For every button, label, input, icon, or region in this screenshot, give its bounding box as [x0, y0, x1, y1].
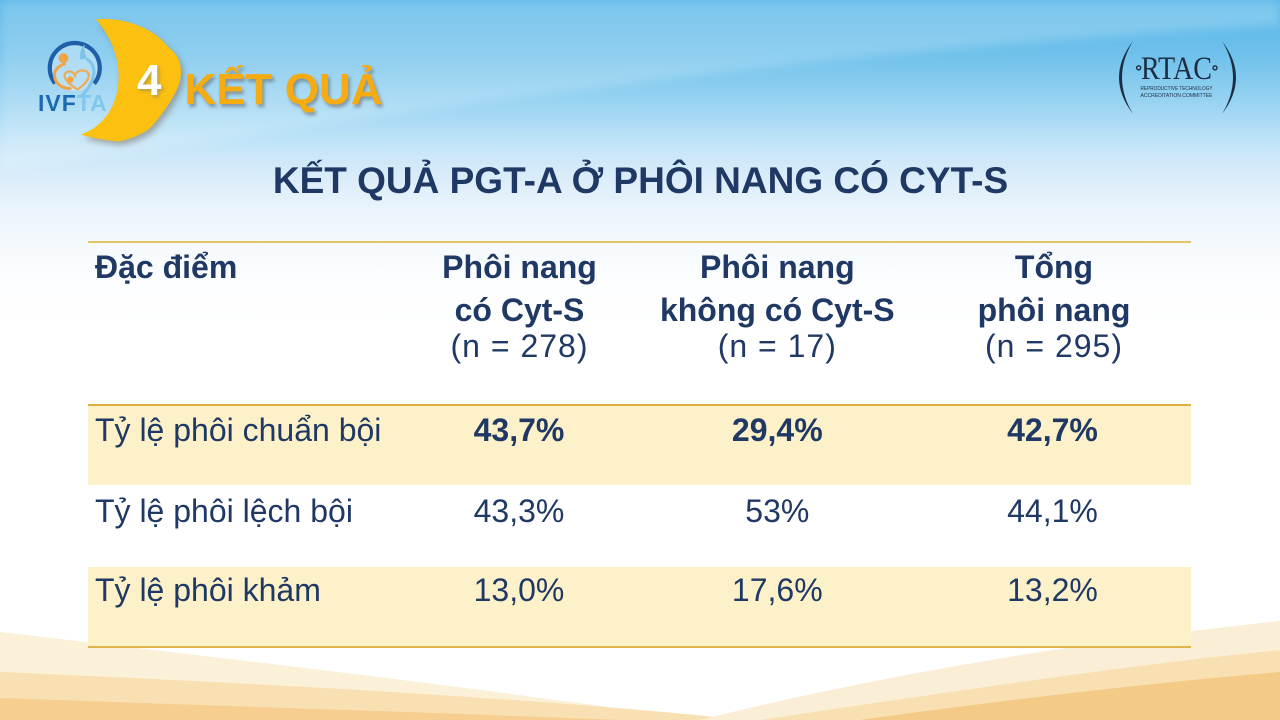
- svg-text:REPRODUCTIVE TECHNOLOGY: REPRODUCTIVE TECHNOLOGY: [1141, 86, 1213, 92]
- svg-text:RTAC: RTAC: [1141, 51, 1212, 87]
- svg-text:ACCREDITATION COMMITTEE: ACCREDITATION COMMITTEE: [1141, 93, 1213, 99]
